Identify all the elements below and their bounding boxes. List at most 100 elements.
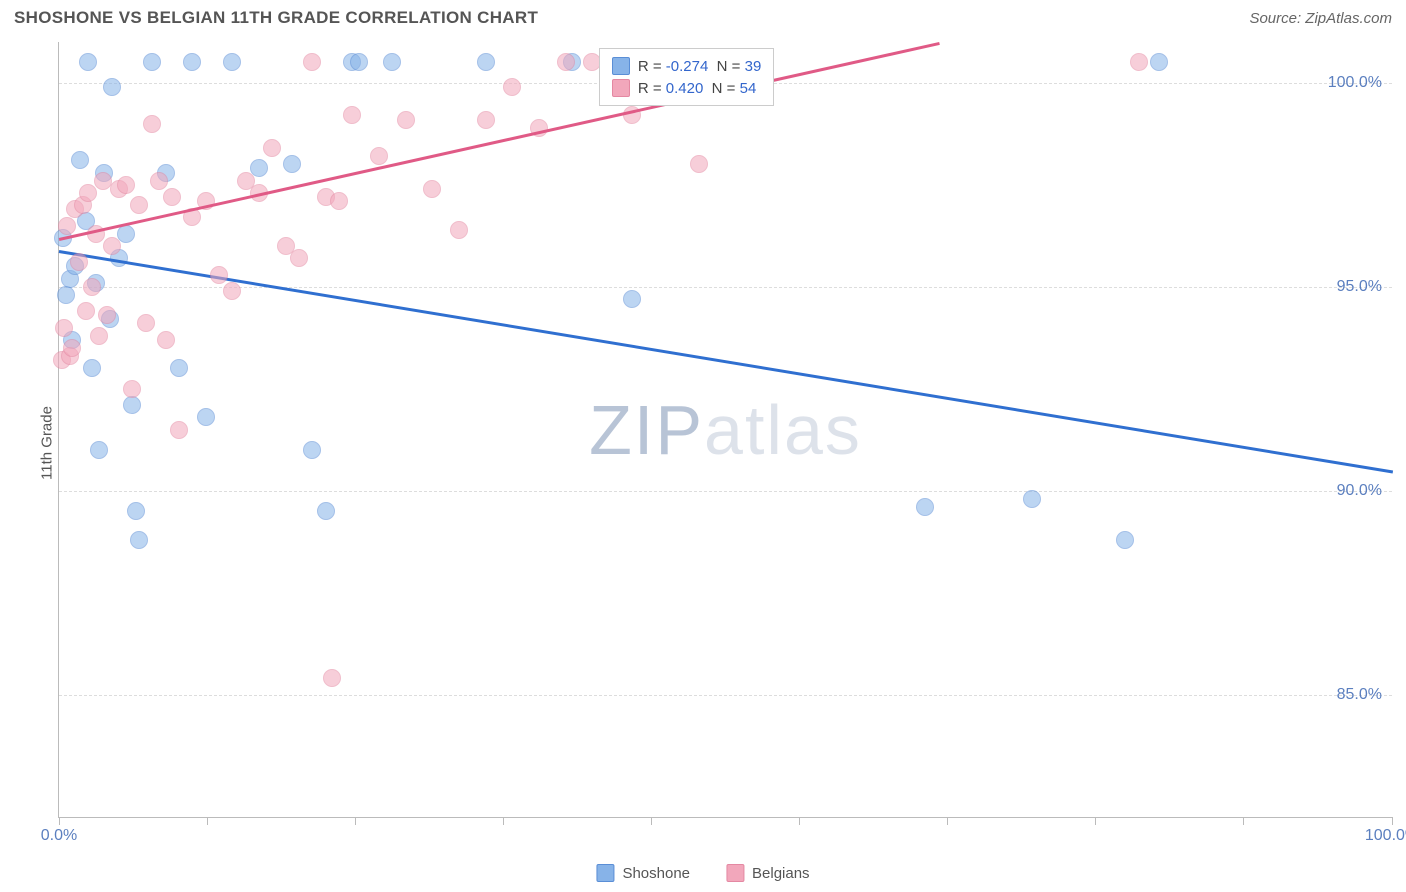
legend-label: Shoshone — [622, 865, 690, 882]
data-point — [263, 139, 281, 157]
data-point — [150, 172, 168, 190]
x-tick — [59, 817, 60, 825]
data-point — [1130, 53, 1148, 71]
swatch-icon — [726, 864, 744, 882]
data-point — [477, 111, 495, 129]
data-point — [223, 282, 241, 300]
data-point — [55, 319, 73, 337]
x-tick — [503, 817, 504, 825]
swatch-icon — [612, 79, 630, 97]
data-point — [70, 253, 88, 271]
data-point — [557, 53, 575, 71]
y-axis-label: 11th Grade — [38, 406, 55, 480]
y-tick-label: 95.0% — [1337, 278, 1382, 296]
data-point — [103, 237, 121, 255]
x-tick-label: 0.0% — [41, 827, 77, 845]
data-point — [317, 502, 335, 520]
data-point — [79, 53, 97, 71]
data-point — [223, 53, 241, 71]
chart-container: 11th Grade ZIPatlas 85.0% 90.0% 95.0% 100.0… — [14, 42, 1392, 844]
x-tick — [651, 817, 652, 825]
gridline — [59, 695, 1392, 696]
data-point — [916, 498, 934, 516]
data-point — [163, 188, 181, 206]
legend-stat: R = -0.274 N = 39 — [638, 58, 761, 75]
legend-bottom: Shoshone Belgians — [596, 864, 809, 882]
data-point — [690, 155, 708, 173]
legend-top: R = -0.274 N = 39 R = 0.420 N = 54 — [599, 48, 774, 106]
trend-line — [59, 42, 940, 240]
data-point — [323, 669, 341, 687]
data-point — [330, 192, 348, 210]
data-point — [303, 441, 321, 459]
data-point — [71, 151, 89, 169]
data-point — [283, 155, 301, 173]
data-point — [103, 78, 121, 96]
data-point — [197, 408, 215, 426]
legend-stat: R = 0.420 N = 54 — [638, 80, 756, 97]
x-tick — [355, 817, 356, 825]
x-tick — [207, 817, 208, 825]
y-tick-label: 100.0% — [1328, 74, 1382, 92]
y-tick-label: 90.0% — [1337, 482, 1382, 500]
x-tick — [1243, 817, 1244, 825]
data-point — [123, 396, 141, 414]
data-point — [79, 184, 97, 202]
data-point — [477, 53, 495, 71]
swatch-icon — [596, 864, 614, 882]
x-tick — [947, 817, 948, 825]
data-point — [123, 380, 141, 398]
data-point — [423, 180, 441, 198]
legend-row: R = -0.274 N = 39 — [612, 55, 761, 77]
data-point — [623, 290, 641, 308]
data-point — [77, 302, 95, 320]
data-point — [130, 196, 148, 214]
data-point — [157, 331, 175, 349]
x-tick — [799, 817, 800, 825]
data-point — [303, 53, 321, 71]
data-point — [170, 359, 188, 377]
data-point — [1150, 53, 1168, 71]
data-point — [350, 53, 368, 71]
data-point — [450, 221, 468, 239]
data-point — [143, 115, 161, 133]
data-point — [127, 502, 145, 520]
gridline — [59, 287, 1392, 288]
data-point — [370, 147, 388, 165]
data-point — [170, 421, 188, 439]
data-point — [143, 53, 161, 71]
gridline — [59, 491, 1392, 492]
data-point — [57, 286, 75, 304]
data-point — [290, 249, 308, 267]
data-point — [90, 441, 108, 459]
x-tick — [1095, 817, 1096, 825]
data-point — [130, 531, 148, 549]
legend-row: R = 0.420 N = 54 — [612, 77, 761, 99]
data-point — [137, 314, 155, 332]
x-tick — [1392, 817, 1393, 825]
plot-area: ZIPatlas 85.0%90.0%95.0%100.0%0.0%100.0%… — [58, 42, 1392, 818]
legend-item-shoshone: Shoshone — [596, 864, 690, 882]
data-point — [63, 339, 81, 357]
data-point — [343, 106, 361, 124]
data-point — [210, 266, 228, 284]
watermark: ZIPatlas — [589, 390, 862, 470]
data-point — [83, 359, 101, 377]
legend-item-belgians: Belgians — [726, 864, 810, 882]
trend-line — [59, 250, 1393, 473]
data-point — [98, 306, 116, 324]
legend-label: Belgians — [752, 865, 810, 882]
data-point — [183, 53, 201, 71]
data-point — [117, 176, 135, 194]
x-tick-label: 100.0% — [1365, 827, 1406, 845]
data-point — [1116, 531, 1134, 549]
data-point — [58, 217, 76, 235]
swatch-icon — [612, 57, 630, 75]
data-point — [90, 327, 108, 345]
data-point — [397, 111, 415, 129]
y-tick-label: 85.0% — [1337, 686, 1382, 704]
data-point — [1023, 490, 1041, 508]
source-attribution: Source: ZipAtlas.com — [1249, 10, 1392, 27]
chart-title: SHOSHONE VS BELGIAN 11TH GRADE CORRELATI… — [14, 8, 538, 28]
data-point — [503, 78, 521, 96]
